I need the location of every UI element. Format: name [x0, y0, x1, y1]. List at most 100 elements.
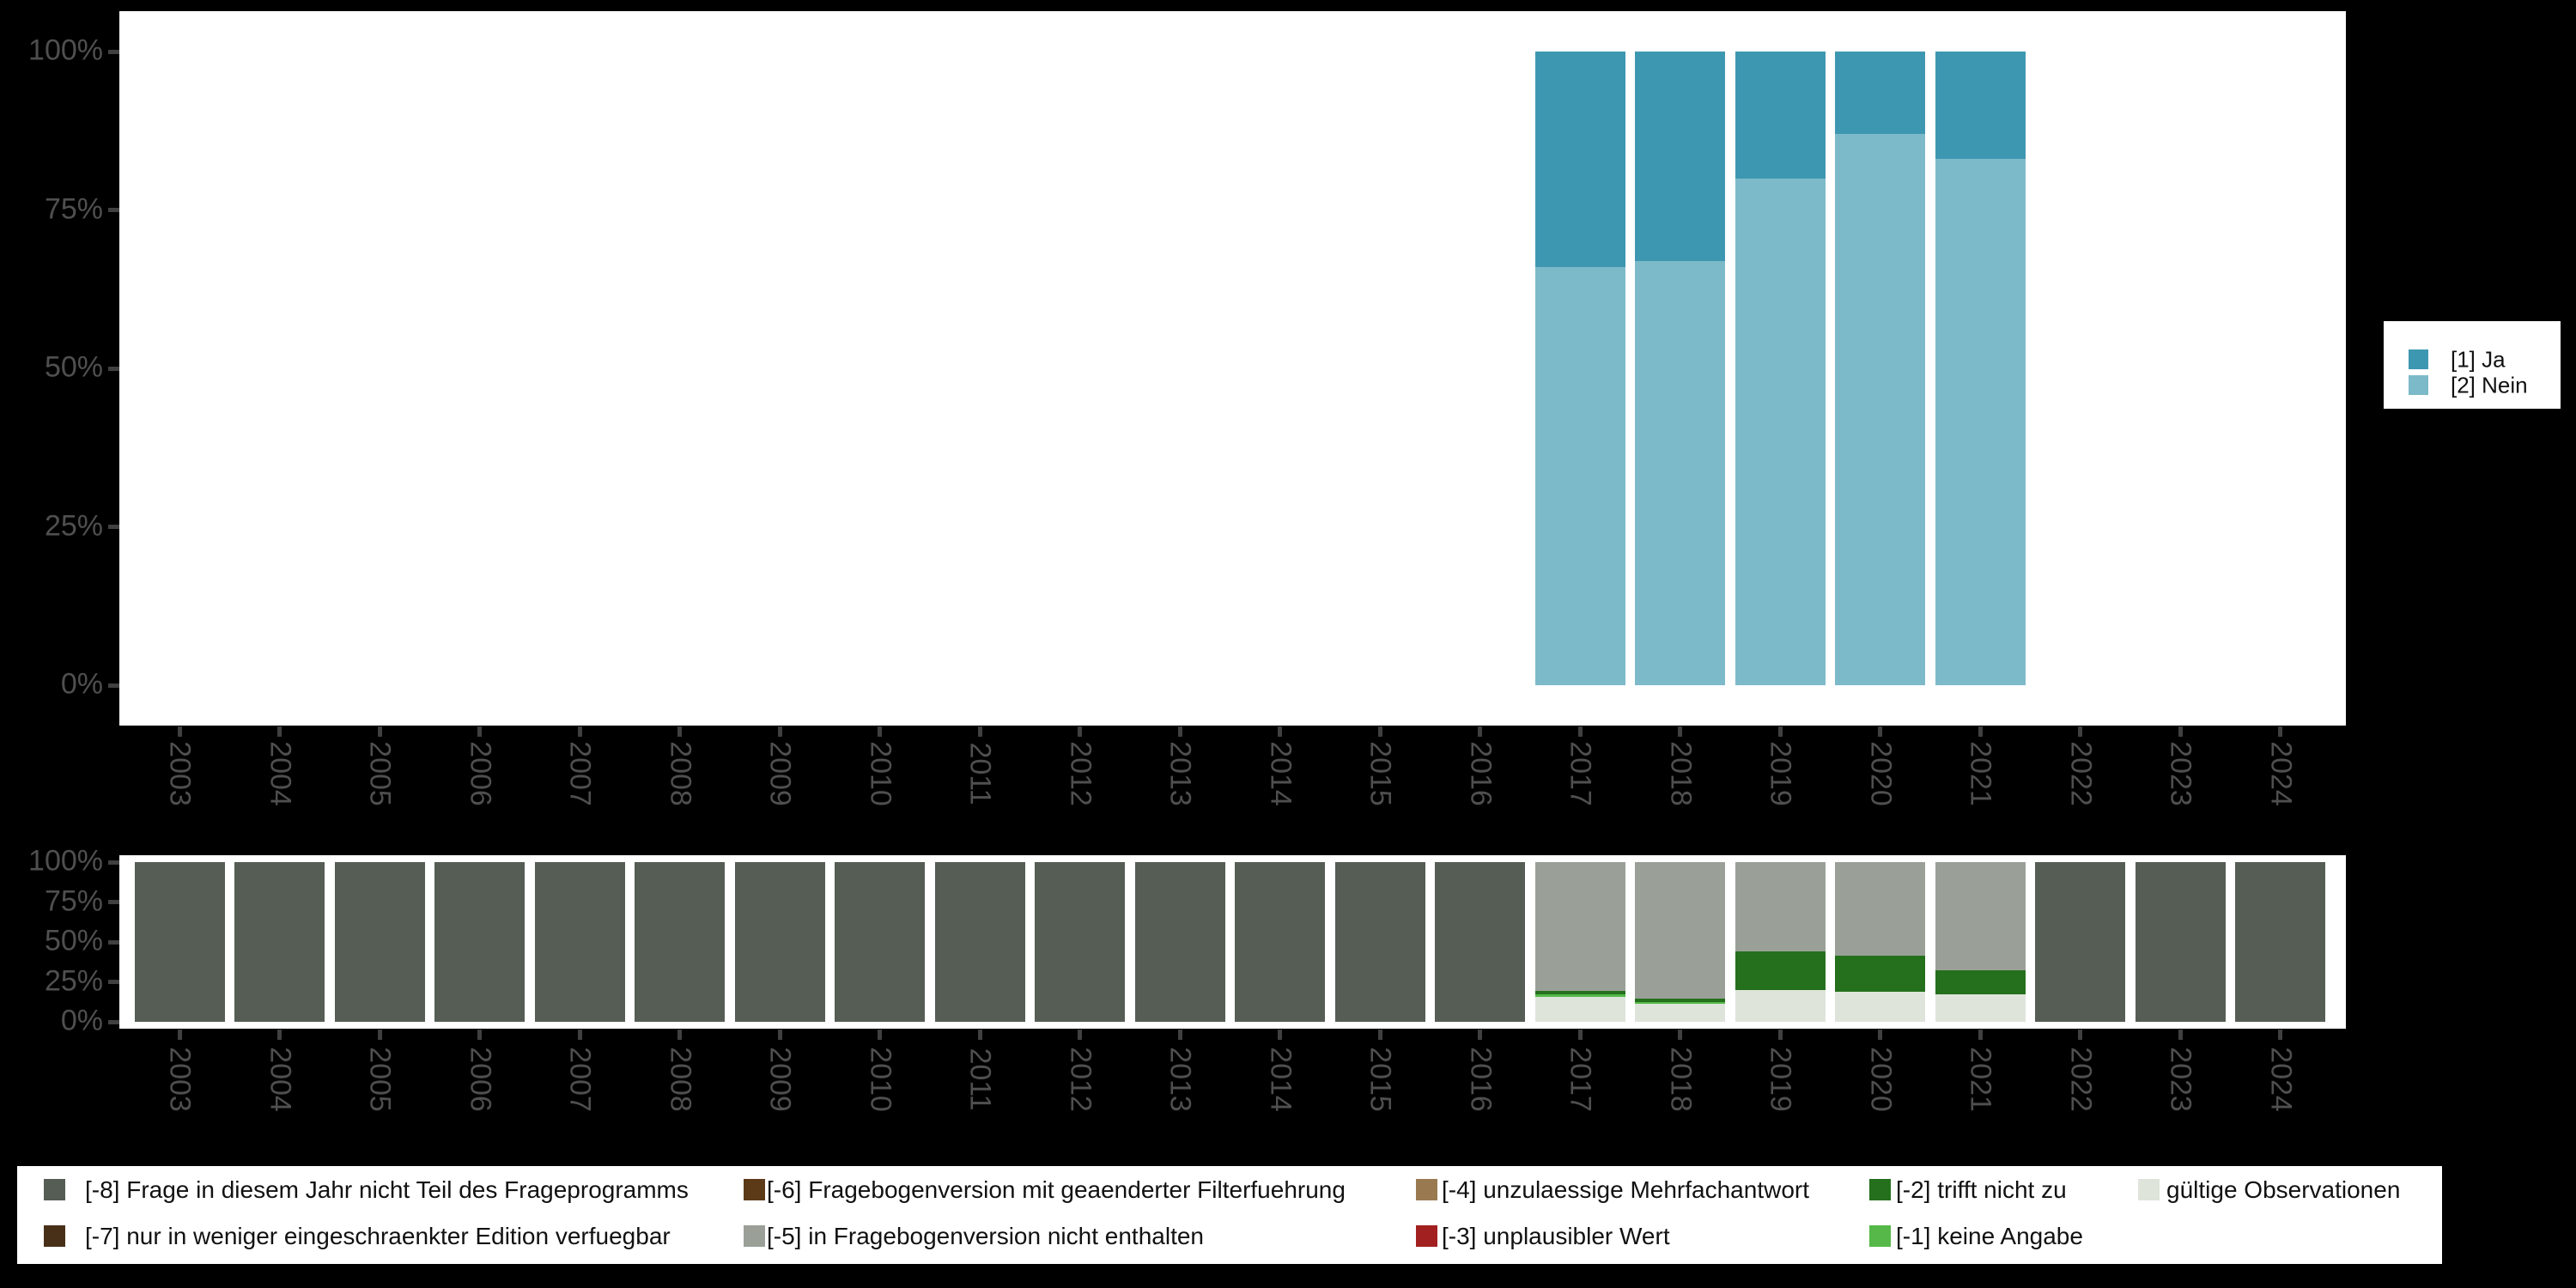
bar-segment-2015	[1335, 862, 1425, 1022]
y-axis-tick-label: 25%	[44, 964, 103, 998]
x-axis-tick-label: 2011	[963, 742, 997, 805]
y-axis-tick	[108, 683, 119, 688]
x-axis-tick-label: 2021	[1964, 1047, 1997, 1112]
x-axis-tick-label: 2016	[1464, 741, 1497, 806]
x-axis-tick	[677, 726, 682, 737]
x-axis-tick-label: 2012	[1064, 1047, 1097, 1112]
y-axis-tick-label: 0%	[60, 667, 103, 701]
bar-segment-2003	[135, 862, 225, 1022]
bar-segment-2018	[1635, 862, 1725, 999]
x-axis-tick-label: 2023	[2164, 741, 2197, 806]
bar-segment-2019	[1735, 989, 1826, 1022]
x-axis-tick	[1478, 726, 1482, 737]
x-axis-tick-label: 2011	[963, 1048, 997, 1111]
y-axis-tick	[108, 900, 119, 904]
bar-segment-2006	[434, 862, 525, 1022]
bar-segment-2014	[1235, 862, 1325, 1022]
x-axis-tick-label: 2004	[264, 1047, 296, 1112]
x-axis-tick-label: 2009	[763, 1047, 797, 1112]
legend-label: [2] Nein	[2451, 372, 2528, 398]
x-axis-tick	[477, 1030, 482, 1040]
x-axis-tick-label: 2024	[2264, 1047, 2297, 1112]
x-axis-tick	[1577, 726, 1583, 737]
x-axis-tick	[1278, 726, 1282, 737]
x-axis-tick-label: 2007	[563, 741, 597, 806]
legend-label: [-3] unplausibler Wert	[1442, 1223, 1670, 1249]
legend-label: [-4] unzulaessige Mehrfachantwort	[1442, 1176, 1809, 1203]
x-axis-tick-label: 2020	[1864, 741, 1897, 806]
x-axis-tick	[1678, 726, 1682, 737]
x-axis-tick	[477, 726, 482, 737]
x-axis-tick	[1978, 726, 1983, 737]
bar-segment-2020	[1835, 133, 1925, 685]
legend-swatch	[744, 1225, 765, 1247]
x-axis-tick-label: 2010	[864, 1047, 896, 1112]
x-axis-tick	[878, 1030, 882, 1040]
bar-segment-2018	[1635, 999, 1725, 1002]
bar-segment-2022	[2035, 862, 2125, 1022]
bar-segment-2017	[1535, 990, 1625, 994]
bar-segment-2009	[735, 862, 825, 1022]
legend-swatch	[44, 1179, 65, 1200]
x-axis-tick	[1278, 1030, 1282, 1040]
legend-swatch	[1416, 1179, 1437, 1200]
x-axis-tick	[1777, 1030, 1783, 1040]
y-axis-tick	[108, 49, 119, 54]
legend-swatch	[2409, 375, 2428, 395]
bar-segment-2024	[2235, 862, 2325, 1022]
x-axis-tick-label: 2014	[1264, 741, 1297, 806]
bar-segment-2019	[1735, 52, 1826, 179]
x-axis-tick	[777, 1030, 782, 1040]
bar-segment-2019	[1735, 862, 1826, 951]
bar-segment-2017	[1535, 862, 1625, 991]
x-axis-tick	[1078, 1030, 1082, 1040]
x-axis-tick	[1078, 726, 1082, 737]
x-axis-tick-label: 2005	[363, 1047, 397, 1112]
legend-swatch	[1416, 1225, 1437, 1247]
x-axis-tick-label: 2015	[1364, 1047, 1397, 1112]
x-axis-tick	[1177, 1030, 1182, 1040]
x-axis-tick-label: 2017	[1564, 741, 1597, 806]
x-axis-tick-label: 2017	[1564, 1047, 1597, 1112]
legend-label: gültige Observationen	[2166, 1176, 2401, 1203]
bar-segment-2008	[635, 862, 725, 1022]
legend-swatch	[2138, 1179, 2160, 1200]
x-axis-tick	[577, 1030, 582, 1040]
x-axis-tick-label: 2012	[1064, 741, 1097, 806]
legend-label: [-5] in Fragebogenversion nicht enthalte…	[767, 1223, 1204, 1249]
bar-segment-2012	[1035, 862, 1125, 1022]
x-axis-tick	[2178, 1030, 2183, 1040]
bar-segment-2016	[1435, 862, 1525, 1022]
x-axis-tick	[2078, 1030, 2082, 1040]
y-axis-tick-label: 50%	[44, 350, 103, 384]
x-axis-tick-label: 2015	[1364, 741, 1397, 806]
legend-swatch	[2409, 349, 2428, 369]
x-axis-tick	[1678, 1030, 1682, 1040]
x-axis-tick	[2278, 726, 2282, 737]
bar-segment-2018	[1635, 1003, 1725, 1022]
legend-swatch	[1869, 1225, 1891, 1247]
y-axis-tick	[108, 939, 119, 945]
bar-segment-2011	[935, 862, 1025, 1022]
x-axis-tick-label: 2018	[1664, 741, 1697, 806]
x-axis-tick	[977, 1030, 982, 1040]
x-axis-tick-label: 2023	[2164, 1047, 2197, 1112]
x-axis-tick-label: 2013	[1163, 741, 1197, 806]
x-axis-tick	[377, 1030, 382, 1040]
legend-swatch	[44, 1225, 65, 1247]
x-axis-tick-label: 2008	[664, 741, 696, 806]
y-axis-tick-label: 100%	[28, 844, 103, 878]
legend-label: [-6] Fragebogenversion mit geaenderter F…	[767, 1176, 1346, 1203]
x-axis-tick-label: 2018	[1664, 1047, 1697, 1112]
bar-segment-2020	[1835, 52, 1925, 134]
x-axis-tick-label: 2022	[2064, 1047, 2097, 1112]
bar-segment-2013	[1135, 862, 1225, 1022]
x-axis-tick-label: 2016	[1464, 1047, 1497, 1112]
x-axis-tick-label: 2010	[864, 741, 896, 806]
bar-segment-2021	[1935, 862, 2026, 970]
bar-segment-2023	[2136, 862, 2226, 1022]
x-axis-tick-label: 2007	[563, 1047, 597, 1112]
x-axis-tick	[777, 726, 782, 737]
x-axis-tick-label: 2019	[1764, 1047, 1797, 1112]
